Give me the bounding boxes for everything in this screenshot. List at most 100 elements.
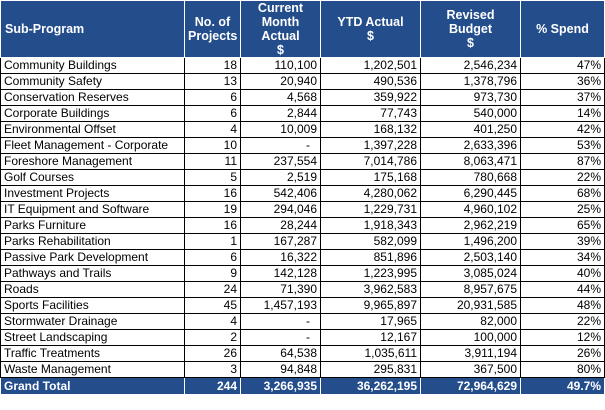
cell-current-month-actual: 10,009 xyxy=(240,121,321,138)
header-revised-budget: Revised Budget $ xyxy=(420,0,521,58)
cell-ytd-actual: 359,922 xyxy=(320,89,421,106)
cell-pct-spend: 48% xyxy=(520,297,605,314)
cell-revised-budget: 8,063,471 xyxy=(420,153,521,170)
cell-pct-spend: 14% xyxy=(520,105,605,122)
table-row: Passive Park Development 6 16,322 851,896 2,… xyxy=(0,249,605,266)
cell-current-month-actual: - xyxy=(240,329,321,346)
cell-sub-program: Community Buildings xyxy=(0,57,185,74)
cell-sub-program: Traffic Treatments xyxy=(0,345,185,362)
table-row: Street Landscaping 2-12,167 100,000 12% xyxy=(0,329,605,346)
cell-pct-spend: 12% xyxy=(520,329,605,346)
header-ytd-actual: YTD Actual $ xyxy=(320,0,421,58)
table-row: Investment Projects 16 542,406 4,280,062 6,2… xyxy=(0,185,605,202)
cell-revised-budget: 2,503,140 xyxy=(420,249,521,266)
cell-no-of-projects: 5 xyxy=(184,169,241,186)
grand-total-projects: 244 xyxy=(184,377,241,395)
cell-no-of-projects: 11 xyxy=(184,153,241,170)
cell-revised-budget: 401,250 xyxy=(420,121,521,138)
cell-ytd-actual: 1,229,731 xyxy=(320,201,421,218)
cell-current-month-actual: 1,457,193 xyxy=(240,297,321,314)
grand-total-ytd: 36,262,195 xyxy=(320,377,421,395)
cell-sub-program: Foreshore Management xyxy=(0,153,185,170)
cell-no-of-projects: 2 xyxy=(184,329,241,346)
grand-total-budget: 72,964,629 xyxy=(420,377,521,395)
cell-current-month-actual: 294,046 xyxy=(240,201,321,218)
grand-total-label: Grand Total xyxy=(0,377,185,395)
cell-no-of-projects: 6 xyxy=(184,89,241,106)
table-body: Community Buildings 18 110,100 1,202,501 2,5… xyxy=(0,57,605,378)
cell-ytd-actual: 12,167 xyxy=(320,329,421,346)
cell-ytd-actual: 1,223,995 xyxy=(320,265,421,282)
cell-ytd-actual: 4,280,062 xyxy=(320,185,421,202)
cell-pct-spend: 42% xyxy=(520,121,605,138)
cell-current-month-actual: - xyxy=(240,313,321,330)
cell-pct-spend: 68% xyxy=(520,185,605,202)
table-row: Fleet Management - Corporate 10-1,397,228… xyxy=(0,137,605,154)
cell-no-of-projects: 13 xyxy=(184,73,241,90)
cell-pct-spend: 80% xyxy=(520,361,605,378)
table-row: Environmental Offset 4 10,009 168,132 401,25… xyxy=(0,121,605,138)
grand-total-current-month: 3,266,935 xyxy=(240,377,321,395)
cell-ytd-actual: 17,965 xyxy=(320,313,421,330)
cell-sub-program: Parks Furniture xyxy=(0,217,185,234)
cell-pct-spend: 22% xyxy=(520,313,605,330)
cell-sub-program: Environmental Offset xyxy=(0,121,185,138)
cell-sub-program: Roads xyxy=(0,281,185,298)
table-row: Sports Facilities 45 1,457,193 9,965,897 20,… xyxy=(0,297,605,314)
cell-sub-program: Passive Park Development xyxy=(0,249,185,266)
cell-no-of-projects: 4 xyxy=(184,313,241,330)
header-current-month-actual: Current Month Actual $ xyxy=(240,0,321,58)
cell-current-month-actual: 2,844 xyxy=(240,105,321,122)
cell-no-of-projects: 16 xyxy=(184,217,241,234)
cell-ytd-actual: 490,536 xyxy=(320,73,421,90)
cell-revised-budget: 100,000 xyxy=(420,329,521,346)
cell-pct-spend: 39% xyxy=(520,233,605,250)
cell-ytd-actual: 1,397,228 xyxy=(320,137,421,154)
header-budget-line-2: Budget xyxy=(448,22,493,36)
cell-pct-spend: 37% xyxy=(520,89,605,106)
table-row: Golf Courses 5 2,519 175,168 780,668 22% xyxy=(0,169,605,186)
header-projects-line-2: Projects xyxy=(188,29,238,43)
cell-current-month-actual: 71,390 xyxy=(240,281,321,298)
table-row: Stormwater Drainage 4-17,965 82,000 22% xyxy=(0,313,605,330)
header-cma-line-1: Current xyxy=(257,1,304,15)
cell-pct-spend: 36% xyxy=(520,73,605,90)
cell-revised-budget: 540,000 xyxy=(420,105,521,122)
cell-pct-spend: 47% xyxy=(520,57,605,74)
cell-no-of-projects: 6 xyxy=(184,105,241,122)
sub-program-spend-table: Sub-Program No. of Projects Current Mont… xyxy=(0,0,605,395)
cell-current-month-actual: 542,406 xyxy=(240,185,321,202)
cell-current-month-actual: 110,100 xyxy=(240,57,321,74)
table-row: Corporate Buildings 6 2,844 77,743 540,000 14… xyxy=(0,105,605,122)
table-row: Parks Furniture 16 28,244 1,918,343 2,962,21… xyxy=(0,217,605,234)
cell-current-month-actual: 2,519 xyxy=(240,169,321,186)
cell-current-month-actual: 16,322 xyxy=(240,249,321,266)
cell-no-of-projects: 6 xyxy=(184,249,241,266)
cell-no-of-projects: 3 xyxy=(184,361,241,378)
cell-revised-budget: 8,957,675 xyxy=(420,281,521,298)
header-sub-program: Sub-Program xyxy=(0,0,185,58)
cell-ytd-actual: 77,743 xyxy=(320,105,421,122)
cell-pct-spend: 40% xyxy=(520,265,605,282)
cell-no-of-projects: 9 xyxy=(184,265,241,282)
cell-pct-spend: 25% xyxy=(520,201,605,218)
cell-sub-program: Sports Facilities xyxy=(0,297,185,314)
header-ytd-unit: $ xyxy=(367,29,374,43)
table-row: Traffic Treatments 26 64,538 1,035,611 3,911… xyxy=(0,345,605,362)
table-row: Waste Management 3 94,848 295,831 367,500 80% xyxy=(0,361,605,378)
cell-revised-budget: 20,931,585 xyxy=(420,297,521,314)
cell-ytd-actual: 7,014,786 xyxy=(320,153,421,170)
cell-revised-budget: 4,960,102 xyxy=(420,201,521,218)
cell-sub-program: Corporate Buildings xyxy=(0,105,185,122)
cell-current-month-actual: 28,244 xyxy=(240,217,321,234)
cell-current-month-actual: 237,554 xyxy=(240,153,321,170)
cell-revised-budget: 367,500 xyxy=(420,361,521,378)
cell-revised-budget: 2,633,396 xyxy=(420,137,521,154)
cell-revised-budget: 780,668 xyxy=(420,169,521,186)
cell-revised-budget: 2,546,234 xyxy=(420,57,521,74)
cell-sub-program: Pathways and Trails xyxy=(0,265,185,282)
cell-revised-budget: 6,290,445 xyxy=(420,185,521,202)
header-no-of-projects: No. of Projects xyxy=(184,0,241,58)
cell-no-of-projects: 24 xyxy=(184,281,241,298)
cell-pct-spend: 87% xyxy=(520,153,605,170)
